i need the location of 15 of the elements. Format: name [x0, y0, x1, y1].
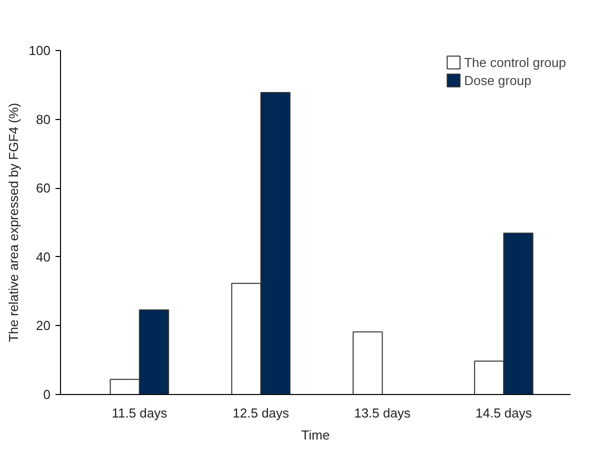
bar [352, 331, 383, 394]
x-axis-title: Time [301, 428, 330, 442]
x-tick-label: 14.5 days [476, 406, 532, 420]
y-tick-label: 0 [43, 387, 51, 402]
y-tick-label: 100 [28, 43, 51, 58]
y-tick-label: 40 [36, 249, 51, 264]
x-tick-label: 11.5 days [112, 406, 168, 420]
y-axis-title: The relative area expressed by FGF4 (%) [6, 102, 21, 342]
y-tick-label: 60 [36, 180, 51, 196]
legend-label: The control group [464, 54, 566, 70]
y-tick-label: 80 [36, 112, 51, 127]
x-tick-label: 13.5 days [354, 406, 411, 420]
x-tick-label: 12.5 days [232, 406, 290, 420]
legend-label: Dose group [464, 72, 532, 88]
y-tick-label: 20 [36, 318, 51, 334]
